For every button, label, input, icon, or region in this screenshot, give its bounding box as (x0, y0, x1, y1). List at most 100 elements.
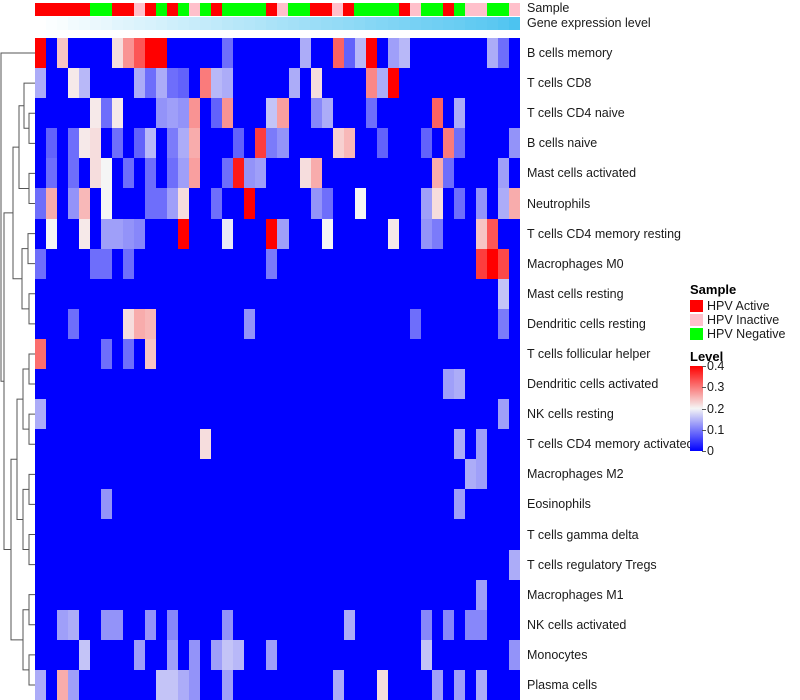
heatmap-cell (211, 669, 223, 700)
heatmap-cell (464, 128, 476, 159)
sample-annotation-cell (453, 3, 465, 16)
heatmap-cell (112, 459, 124, 490)
heatmap-cell (255, 639, 267, 670)
heatmap-cell (288, 68, 300, 99)
heatmap-cell (167, 549, 179, 580)
heatmap-cell (431, 278, 443, 309)
heatmap-cell (387, 248, 399, 279)
sample-annotation-cell (211, 3, 223, 16)
row-label: NK cells resting (527, 407, 614, 422)
heatmap-cell (101, 669, 113, 700)
heatmap-cell (57, 308, 69, 339)
heatmap-cell (299, 338, 311, 369)
heatmap-cell (431, 188, 443, 219)
heatmap-cell (376, 98, 388, 129)
heatmap-cell (497, 549, 509, 580)
heatmap-cell (46, 188, 58, 219)
heatmap-cell (178, 278, 190, 309)
heatmap-cell (200, 399, 212, 430)
heatmap-cell (145, 519, 157, 550)
heatmap-cell (255, 158, 267, 189)
heatmap-cell (497, 399, 509, 430)
heatmap-cell (288, 489, 300, 520)
heatmap-cell (211, 98, 223, 129)
heatmap-cell (497, 579, 509, 610)
sample-annotation-cell (233, 3, 245, 16)
heatmap-cell (464, 399, 476, 430)
heatmap-cell (453, 38, 465, 69)
heatmap-cell (453, 98, 465, 129)
heatmap-cell (79, 429, 91, 460)
heatmap-cell (464, 639, 476, 670)
heatmap-cell (123, 218, 135, 249)
heatmap-cell (486, 369, 498, 400)
heatmap-cell (277, 188, 289, 219)
row-label: Mast cells activated (527, 166, 637, 181)
heatmap-cell (354, 98, 366, 129)
heatmap-cell (35, 669, 47, 700)
heatmap-cell (79, 579, 91, 610)
sample-legend-item[interactable]: HPV Negative (690, 327, 800, 341)
heatmap-cell (387, 308, 399, 339)
heatmap-cell (420, 338, 432, 369)
sample-annotation-cell (365, 3, 377, 16)
heatmap-cell (211, 68, 223, 99)
heatmap-cell (101, 218, 113, 249)
heatmap-cell (508, 639, 520, 670)
heatmap-cell (178, 429, 190, 460)
heatmap-cell (57, 399, 69, 430)
heatmap-cell (409, 639, 421, 670)
heatmap-cell (134, 429, 146, 460)
heatmap-cell (79, 338, 91, 369)
heatmap-cell (244, 579, 256, 610)
heatmap-cell (497, 489, 509, 520)
sample-annotation-bar (35, 3, 520, 16)
gene-expression-annotation-cell (486, 17, 498, 30)
heatmap-cell (332, 188, 344, 219)
heatmap-cell (420, 248, 432, 279)
dendrogram-branch (1, 53, 35, 381)
heatmap-cell (288, 38, 300, 69)
heatmap-cell (90, 609, 102, 640)
level-colorbar (690, 366, 703, 451)
heatmap-cell (453, 579, 465, 610)
heatmap-cell (453, 609, 465, 640)
heatmap-cell (343, 459, 355, 490)
sample-annotation-cell (508, 3, 520, 16)
heatmap-cell (79, 68, 91, 99)
level-legend-tick-label: 0.3 (702, 380, 724, 394)
sample-legend-item[interactable]: HPV Inactive (690, 313, 800, 327)
heatmap-cell (189, 609, 201, 640)
heatmap-cell (453, 639, 465, 670)
heatmap-cell (167, 98, 179, 129)
heatmap-cell (266, 188, 278, 219)
heatmap-cell (222, 68, 234, 99)
heatmap-cell (365, 248, 377, 279)
heatmap-cell (255, 248, 267, 279)
heatmap-cell (156, 609, 168, 640)
heatmap-cell (486, 489, 498, 520)
heatmap-cell (255, 579, 267, 610)
heatmap-cell (398, 609, 410, 640)
heatmap-cell (321, 68, 333, 99)
sample-annotation-cell (376, 3, 388, 16)
gene-expression-annotation-cell (167, 17, 179, 30)
heatmap-cell (145, 369, 157, 400)
heatmap-cell (35, 549, 47, 580)
sample-annotation-cell (464, 3, 476, 16)
heatmap-cell (57, 669, 69, 700)
heatmap-cell (112, 218, 124, 249)
sample-legend-item[interactable]: HPV Active (690, 299, 800, 313)
heatmap-cell (167, 68, 179, 99)
dendrogram-branch (13, 147, 22, 279)
heatmap-cell (354, 579, 366, 610)
heatmap-cell (409, 38, 421, 69)
heatmap-cell (387, 98, 399, 129)
heatmap-cell (299, 609, 311, 640)
heatmap-cell (497, 158, 509, 189)
heatmap-cell (233, 338, 245, 369)
heatmap-cell (409, 158, 421, 189)
heatmap-cell (35, 248, 47, 279)
heatmap-cell (365, 38, 377, 69)
heatmap-cell (431, 68, 443, 99)
